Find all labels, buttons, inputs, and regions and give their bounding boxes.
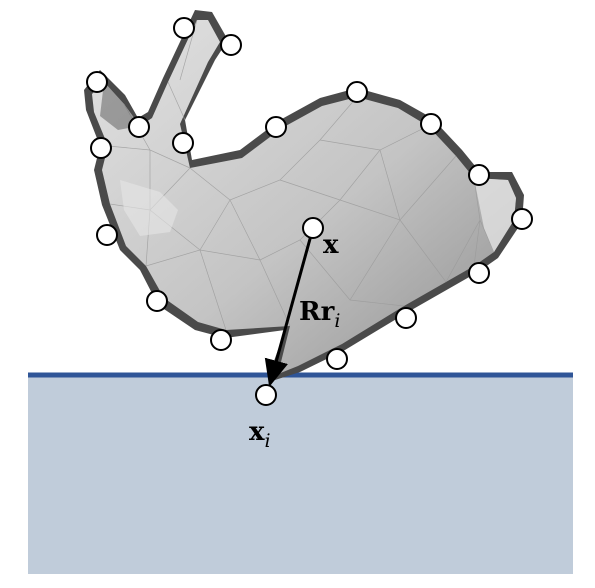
marker-point <box>420 113 442 135</box>
marker-point <box>96 224 118 246</box>
marker-point <box>90 137 112 159</box>
contact-label-sub: i <box>265 430 271 452</box>
offset-label-sub: i <box>334 310 340 332</box>
marker-point <box>210 329 232 351</box>
marker-point <box>146 290 168 312</box>
surface-markers <box>86 17 533 406</box>
marker-point <box>173 17 195 39</box>
contact-label-main: x <box>249 417 265 447</box>
marker-point <box>265 116 287 138</box>
center-label: x <box>323 230 339 260</box>
bunny-mesh-icon <box>84 10 524 380</box>
offset-arrow <box>264 227 315 387</box>
marker-point <box>128 116 150 138</box>
marker-point <box>220 34 242 56</box>
contact-label: xi <box>249 417 271 452</box>
marker-point <box>511 208 533 230</box>
marker-point <box>86 71 108 93</box>
marker-point <box>346 81 368 103</box>
ground-plane <box>28 374 573 574</box>
marker-point <box>468 262 490 284</box>
offset-label: Rri <box>299 297 340 332</box>
contact-marker <box>255 384 277 406</box>
marker-point <box>468 164 490 186</box>
marker-point <box>395 307 417 329</box>
marker-point <box>172 132 194 154</box>
center-marker <box>302 217 324 239</box>
offset-label-main: Rr <box>299 297 335 327</box>
marker-point <box>326 348 348 370</box>
